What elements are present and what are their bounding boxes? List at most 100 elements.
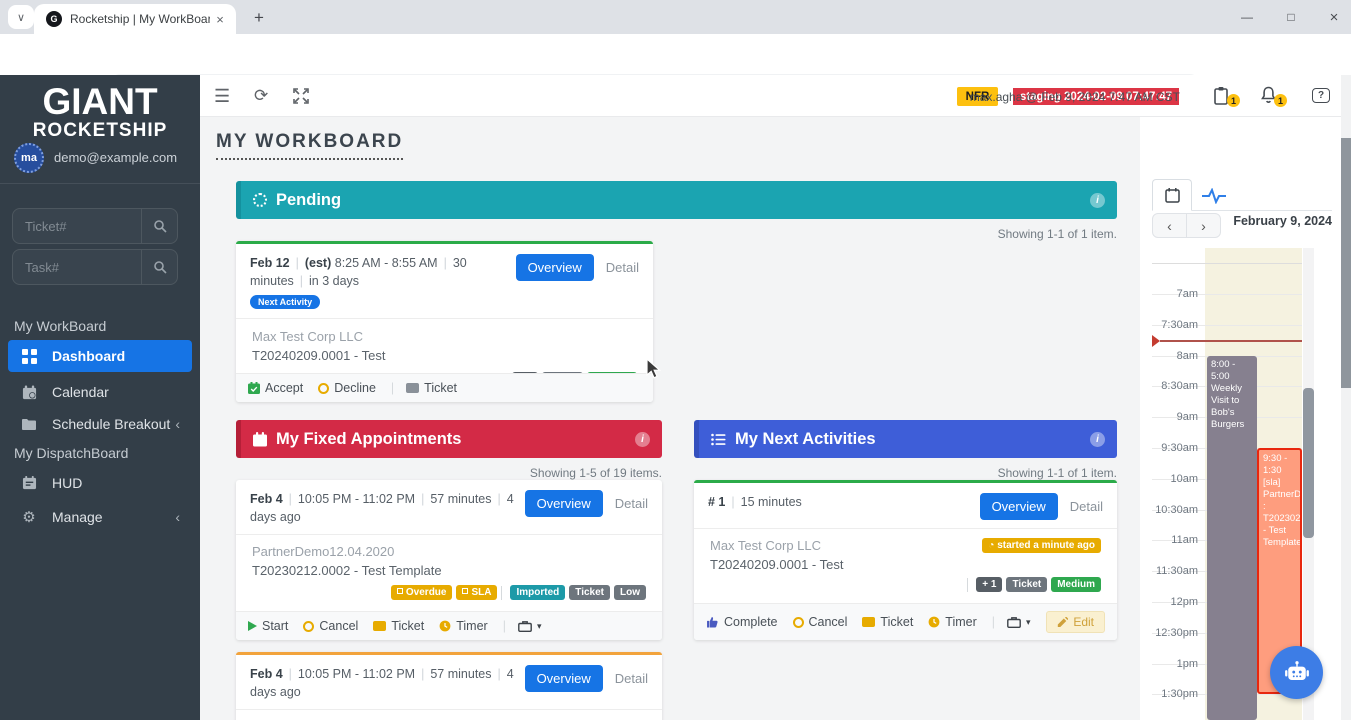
page-scrollbar-thumb[interactable] <box>1341 138 1351 388</box>
chatbot-button[interactable] <box>1270 646 1323 699</box>
window-minimize-button[interactable]: — <box>1241 10 1253 24</box>
detail-link[interactable]: Detail <box>614 496 648 511</box>
type-tag: Ticket <box>569 585 610 600</box>
fixed-appointments-header: My Fixed Appointments i <box>236 420 662 458</box>
task-search-button[interactable] <box>141 250 177 284</box>
widget-title: My Next Activities <box>735 429 876 448</box>
ticket-search-group <box>12 208 178 244</box>
card-footer: Start Cancel Ticket Timer | ▾ <box>236 611 662 640</box>
calendar-event-weekly-visit[interactable]: 8:00 - 5:00 Weekly Visit to Bob's Burger… <box>1207 356 1257 720</box>
task-search-input[interactable] <box>13 250 141 284</box>
nfr-badge: NFR <box>957 87 998 106</box>
event-title: [sla] PartnerDe : T2023021 - Test Templa… <box>1263 477 1302 548</box>
detail-link[interactable]: Detail <box>1069 499 1103 514</box>
event-title: Weekly Visit to Bob's Burgers <box>1211 383 1245 430</box>
decline-circle-icon <box>318 382 330 394</box>
overview-button[interactable]: Overview <box>515 254 594 281</box>
info-icon[interactable]: i <box>1090 192 1105 208</box>
tab-search-button[interactable]: ∨ <box>8 5 34 29</box>
overview-button[interactable]: Overview <box>979 493 1058 520</box>
tab-calendar-view[interactable] <box>1152 179 1192 211</box>
decline-action[interactable]: Decline <box>318 381 376 395</box>
ticket-number[interactable]: T20240209.0001 - Test <box>252 348 386 363</box>
briefcase-icon <box>1007 617 1021 628</box>
next-showing: Showing 1-1 of 1 item. <box>997 466 1117 480</box>
count-tag[interactable]: + 1 <box>976 577 1003 592</box>
time-label: 1:30pm <box>1161 688 1198 700</box>
grid-line <box>1152 325 1302 326</box>
start-action[interactable]: Start <box>248 619 288 633</box>
window-close-button[interactable]: × <box>1329 8 1339 26</box>
ticket-search-input[interactable] <box>13 209 141 243</box>
sidebar-item-dashboard[interactable]: Dashboard <box>8 340 192 372</box>
calendar-icon <box>253 431 267 447</box>
calendar-prev-button[interactable]: ‹ <box>1152 213 1187 238</box>
new-tab-button[interactable]: + <box>254 8 264 27</box>
cancel-action[interactable]: Cancel <box>303 619 358 633</box>
favicon-icon: G <box>46 11 62 27</box>
accept-calendar-icon <box>248 382 260 394</box>
complete-action[interactable]: Complete <box>706 615 778 629</box>
fixed-appointment-card-1: Feb 4 | 10:05 PM - 11:02 PM | 57 minutes | 4 d… <box>236 480 662 640</box>
calendar-scrollbar-thumb[interactable] <box>1303 388 1314 538</box>
cancel-action[interactable]: Cancel <box>792 615 847 629</box>
overview-button[interactable]: Overview <box>524 490 603 517</box>
grid-line <box>1152 263 1302 264</box>
expand-icon[interactable] <box>293 88 309 104</box>
toolbox-dropdown[interactable]: ▾ <box>1007 616 1031 628</box>
detail-link[interactable]: Detail <box>614 671 648 686</box>
calendar-icon <box>20 384 38 400</box>
window-maximize-button[interactable]: □ <box>1287 10 1295 24</box>
feedback-chat-icon[interactable]: ? <box>1312 88 1330 103</box>
overdue-tag: Overdue <box>390 585 453 600</box>
timer-clock-icon <box>928 616 940 628</box>
sidebar-item-hud[interactable]: HUD <box>8 467 192 499</box>
info-icon[interactable]: i <box>635 431 650 447</box>
tab-close-icon[interactable]: × <box>216 11 224 27</box>
ticket-action[interactable]: Ticket <box>406 381 457 395</box>
calendar-next-button[interactable]: › <box>1186 213 1221 238</box>
ticket-action[interactable]: Ticket <box>862 615 913 629</box>
sla-tag: SLA <box>456 585 498 600</box>
search-icon <box>153 261 167 274</box>
user-avatar[interactable]: ma <box>14 143 44 173</box>
priority-tag: Medium <box>1051 577 1101 592</box>
tab-activity-view[interactable] <box>1193 182 1235 210</box>
edit-button[interactable]: Edit <box>1046 611 1105 633</box>
ticket-search-button[interactable] <box>141 209 177 243</box>
refresh-icon[interactable]: ⟳ <box>254 86 269 105</box>
time-label: 7:30am <box>1161 319 1198 331</box>
detail-link[interactable]: Detail <box>605 260 639 275</box>
overview-button[interactable]: Overview <box>524 665 603 692</box>
card-header: Feb 4 | 10:05 PM - 11:02 PM | 57 minutes | 4 d… <box>236 655 662 710</box>
ticket-action[interactable]: Ticket <box>373 619 424 633</box>
bell-icon[interactable] <box>1260 86 1277 105</box>
tabs-divider <box>1152 210 1332 211</box>
briefcase-icon <box>518 621 532 632</box>
sidebar-item-schedule-breakout[interactable]: Schedule Breakout ‹ <box>8 408 192 440</box>
hamburger-menu-icon[interactable]: ☰ <box>214 86 231 106</box>
browser-urlbar: ← → ⟳ r.staging.giantrocketship.net/work… <box>0 34 1351 104</box>
ticket-number[interactable]: T20240209.0001 - Test <box>710 557 844 572</box>
pencil-icon <box>1058 616 1069 627</box>
info-icon[interactable]: i <box>1090 431 1105 447</box>
browser-tab[interactable]: G Rocketship | My WorkBoard × <box>34 4 236 34</box>
timer-action[interactable]: Timer <box>439 619 488 633</box>
event-time: 8:00 - 5:00 <box>1211 359 1236 382</box>
sidebar-item-label: Manage <box>52 509 103 525</box>
fixed-showing: Showing 1-5 of 19 items. <box>529 466 662 480</box>
chevron-left-icon: ‹ <box>175 509 180 525</box>
sidebar-item-calendar[interactable]: Calendar <box>8 376 192 408</box>
page-scrollbar-track[interactable] <box>1341 75 1351 720</box>
appointment-meta: Feb 12 | (est) 8:25 AM - 8:55 AM | 30 minute… <box>250 256 467 288</box>
timer-action[interactable]: Timer <box>928 615 977 629</box>
ticket-number[interactable]: T20230212.0002 - Test Template <box>252 563 442 578</box>
toolbox-dropdown[interactable]: ▾ <box>518 620 541 632</box>
accept-action[interactable]: Accept <box>248 381 303 395</box>
overdue-icon <box>396 588 403 594</box>
sidebar-item-manage[interactable]: ⚙ Manage ‹ <box>8 501 192 533</box>
ticket-card-icon <box>406 383 420 393</box>
time-label: 12:30pm <box>1155 627 1198 639</box>
sidebar-item-label: Calendar <box>52 384 109 400</box>
widget-title: My Fixed Appointments <box>276 429 462 448</box>
